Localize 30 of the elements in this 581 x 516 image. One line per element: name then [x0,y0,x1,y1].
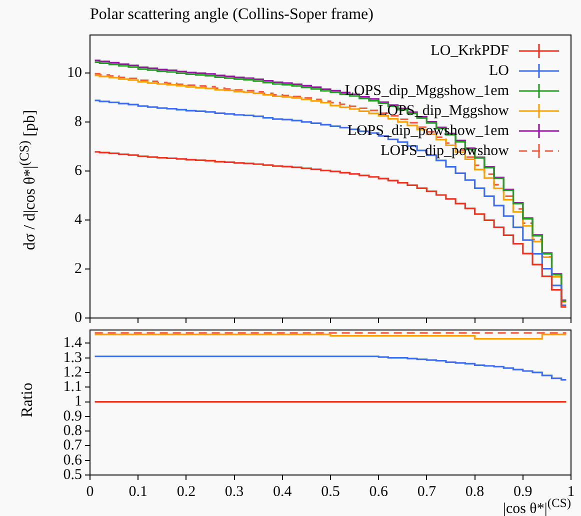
chart-title: Polar scattering angle (Collins-Soper frame) [90,6,374,24]
y-tick-label: 6 [74,162,82,179]
x-tick-label: 0.1 [128,484,148,500]
x-tick-label: 0.2 [176,484,196,500]
legend-label: LO_KrkPDF [430,42,509,59]
y-tick-label: 0.8 [63,423,82,439]
y-tick-label: 1.2 [63,364,82,380]
y-tick-label: 0.9 [63,408,82,424]
x-tick-label: 0.5 [321,484,340,500]
x-tick-label: 0 [86,484,94,500]
y-tick-label: 1 [74,394,82,410]
legend-label: LO [489,62,510,79]
x-tick-label: 0.3 [224,484,244,500]
y-tick-label: 0.6 [63,452,82,468]
y-tick-label: 0.7 [63,438,82,454]
y-tick-label: 2 [74,260,82,277]
y-tick-label: 1.3 [63,350,82,366]
y-tick-label: 0.5 [63,466,82,483]
y-tick-label: 8 [74,114,82,130]
legend-label: LOPS_dip_Mggshow_1em [344,82,510,99]
y-axis-title: Ratio [19,382,37,418]
y-tick-label: 1.1 [63,379,82,396]
y-tick-label: 4 [74,212,82,228]
x-tick-label: 0.7 [417,484,437,500]
y-tick-label: 0 [74,310,82,326]
x-tick-label: 0.4 [273,484,292,500]
x-tick-label: 0.8 [465,484,484,500]
y-tick-label: 1.4 [63,335,82,352]
x-tick-label: 0.6 [369,484,388,500]
y-tick-label: 10 [67,64,82,81]
